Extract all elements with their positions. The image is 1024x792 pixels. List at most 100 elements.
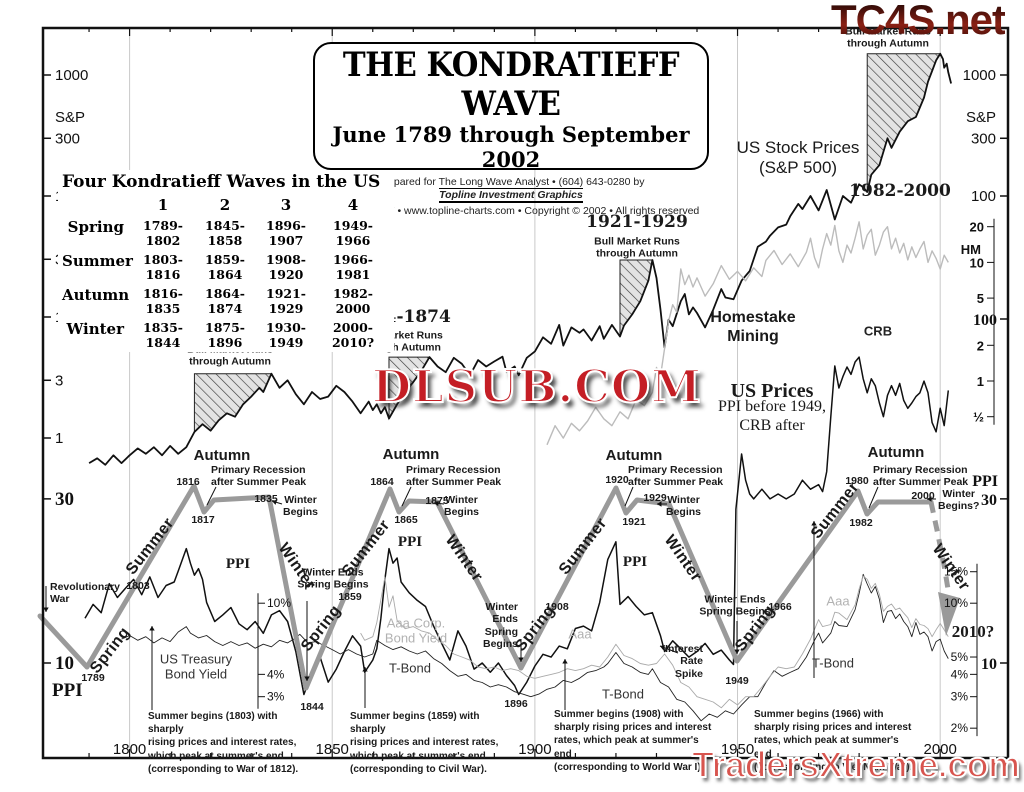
arrowhead-icon (362, 667, 368, 672)
year-1949: 1949 (725, 674, 749, 687)
arrowhead-icon (272, 499, 278, 505)
range-1982-2000: 1982-2000 (849, 180, 951, 201)
arrowhead-icon (657, 501, 662, 507)
aaa-label-2: Aaa (826, 593, 850, 609)
sp-left-label: 1000 (55, 67, 88, 84)
crb-label: CRB (863, 323, 893, 339)
year-1982: 1982 (849, 516, 873, 529)
rate-right-label: 3% (951, 690, 969, 704)
arrowhead-icon (304, 676, 310, 681)
rate-mid-label: 10% (267, 596, 291, 610)
range-1921-1929: 1921-1929 (586, 211, 688, 232)
hatch-region-1816-1835 (193, 373, 273, 434)
table-cell: 2000-2010? (331, 320, 375, 350)
watermark-tc4s: TC4S.net (831, 0, 1006, 44)
year-1980: 1980 (845, 474, 869, 487)
winter-begins-2: Winter Begins (444, 494, 480, 519)
series-homestake (546, 221, 949, 446)
ppi-label-3: PPI (622, 554, 648, 571)
table-col-3: 3 (280, 196, 292, 214)
revolutionary-war: Revolutionary War (50, 581, 121, 606)
table-row-label-summer: Summer (62, 252, 133, 270)
ppi-label-1: PPI (225, 556, 251, 573)
rate-right-label: 15% (944, 565, 968, 579)
year-1865: 1865 (394, 513, 418, 526)
table-row-label-winter: Winter (66, 320, 124, 338)
table-col-2: 2 (219, 196, 231, 214)
year-1920: 1920 (605, 473, 629, 486)
us-prices-label: US Prices (730, 380, 814, 403)
waves-table-title: Four Kondratieff Waves in the US (62, 172, 381, 192)
table-cell: 1803-1816 (143, 252, 183, 282)
primary-recession-4: Primary Recession after Summer Peak (873, 464, 969, 489)
year-1966: 1966 (768, 600, 792, 613)
prepared-for-line: Prepared for The Long Wave Analyst • (60… (315, 176, 707, 203)
hatch-region-1982-2000 (866, 53, 942, 193)
table-corner (62, 196, 132, 214)
note-1803: Summer begins (1803) with sharply rising… (148, 711, 299, 775)
year-2000: 2000 (911, 489, 935, 502)
t-bond-label-2: T-Bond (602, 686, 644, 702)
rate-mid-label: 3% (267, 690, 285, 704)
year-1864: 1864 (370, 475, 394, 488)
rate-right-label: 4% (951, 667, 969, 681)
annotation-arrow (868, 486, 879, 509)
sp-right-title: S&P (966, 109, 996, 126)
table-cell: 1896-1907 (266, 218, 306, 248)
copyright-line: (303) 440-0157 • www.topline-charts.com … (322, 205, 700, 217)
primary-recession-3: Primary Recession after Summer Peak (628, 464, 724, 489)
table-cell: 1835-1844 (143, 320, 183, 350)
ppi-right-label: 100 (973, 312, 997, 329)
primary-recession-1: Primary Recession after Summer Peak (211, 464, 307, 489)
rate-right-label: 10% (944, 596, 968, 610)
series-us-prices (84, 356, 950, 696)
us-stock-prices-label: US Stock Prices (S&P 500) (736, 137, 860, 177)
hm-label: 1 (977, 374, 984, 389)
winter-begins-3: Winter Begins (666, 494, 702, 519)
label-2010: 2010? (951, 621, 995, 641)
ppi-right-title: PPI (972, 473, 998, 490)
table-cell: 1921-1929 (266, 286, 306, 316)
projection-arrowhead-icon (938, 592, 960, 636)
arrowhead-icon (927, 496, 932, 502)
x-label-1800: 1800 (113, 741, 146, 758)
year-1859: 1859 (338, 590, 362, 603)
arrowhead-icon (149, 626, 155, 631)
x-label-1850: 1850 (316, 741, 349, 758)
table-cell: 1908-1920 (266, 252, 306, 282)
sp-left-label: 1 (55, 430, 63, 447)
series-aaa (360, 575, 949, 709)
arrowhead-icon (43, 607, 49, 612)
table-cell: 1930-1949 (266, 320, 306, 350)
sp-left-label: 300 (55, 130, 80, 147)
table-cell: 1875-1896 (205, 320, 245, 350)
homestake-mining-label: Homestake Mining (710, 309, 796, 345)
ppi-left-label: 30 (55, 489, 74, 510)
watermark-tradersxtreme: TradersXtreme.com (691, 743, 1021, 786)
t-bond-label-3: T-Bond (812, 655, 854, 671)
us-prices-sub-label: PPI before 1949, CRB after (718, 398, 826, 434)
ppi-right-label: 30 (981, 492, 997, 509)
topline-brand: Topline Investment Graphics (439, 188, 583, 203)
hm-label: ½ (973, 410, 984, 425)
ppi-left-title: PPI (52, 680, 83, 701)
ppi-label-2: PPI (397, 534, 423, 551)
bull-market-note-3: Bull Market Runs through Autumn (594, 235, 680, 260)
table-cell: 1845-1858 (205, 218, 245, 248)
prepared-for-text: Prepared for The Long Wave Analyst • (60… (377, 176, 645, 188)
table-cell: 1982-2000 (333, 286, 373, 316)
year-1896: 1896 (504, 697, 528, 710)
t-bond-label-1: T-Bond (389, 660, 431, 676)
series-sp500 (88, 52, 952, 466)
rate-right-label: 2% (951, 721, 969, 735)
us-treasury-label: US Treasury Bond Yield (159, 651, 233, 682)
winter-begins-4: Winter Begins? (938, 488, 980, 513)
year-1921: 1921 (622, 515, 646, 528)
plot-frame (41, 26, 1010, 760)
hm-label: 2 (977, 338, 984, 353)
note-1966: Summer begins (1966) with sharply rising… (754, 709, 913, 773)
winter-ends-1: Winter Ends Spring Begins (297, 566, 369, 591)
ppi-left-label: 10 (55, 653, 74, 674)
table-cell: 1949-1966 (333, 218, 373, 248)
